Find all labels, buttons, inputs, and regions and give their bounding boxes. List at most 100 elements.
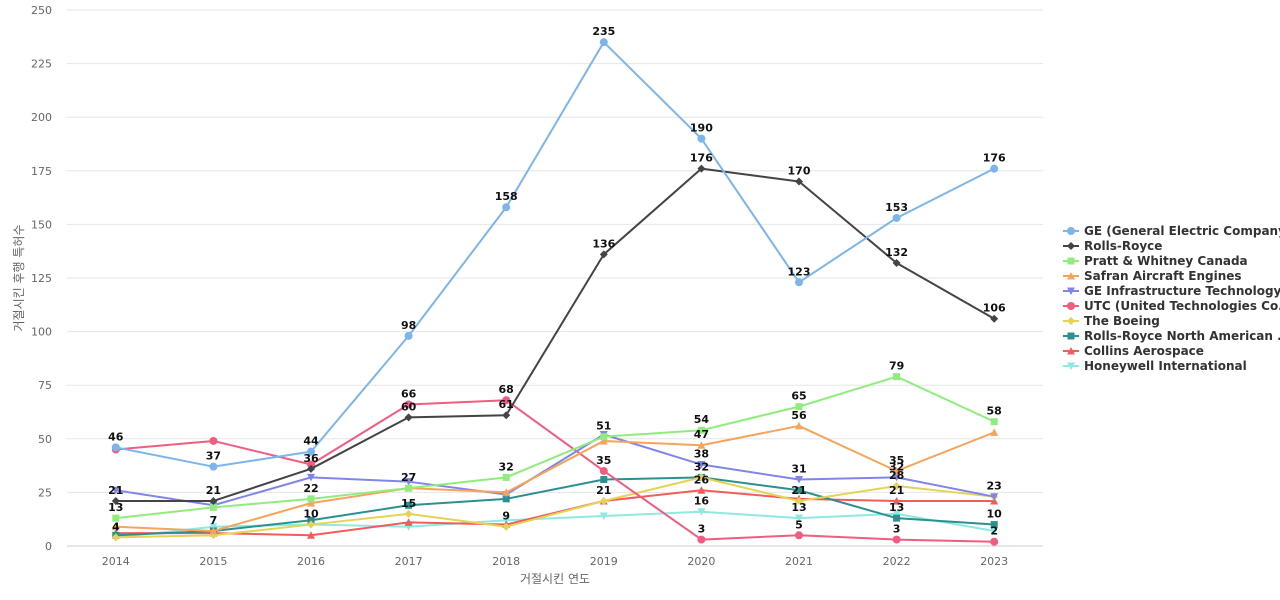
data-point xyxy=(404,400,413,409)
x-tick-label: 2018 xyxy=(492,555,520,568)
series-line xyxy=(115,424,995,532)
data-label: 9 xyxy=(502,510,510,523)
legend-label: GE (General Electric Company) xyxy=(1084,224,1280,238)
data-point xyxy=(599,466,608,475)
data-label: 21 xyxy=(889,484,904,497)
legend-item[interactable]: The Boeing xyxy=(1063,314,1160,328)
data-label: 65 xyxy=(791,390,806,403)
data-label: 46 xyxy=(108,430,124,443)
data-point xyxy=(697,441,706,449)
data-label: 153 xyxy=(885,201,908,214)
series-group xyxy=(111,38,999,546)
legend-marker xyxy=(1067,272,1075,280)
data-point xyxy=(502,488,511,496)
data-point xyxy=(209,523,218,531)
legend-marker xyxy=(1067,332,1075,340)
data-label: 60 xyxy=(401,400,417,413)
x-tick-label: 2023 xyxy=(980,555,1008,568)
data-point xyxy=(111,522,120,531)
data-label: 58 xyxy=(987,405,1002,418)
legend-marker xyxy=(1067,302,1075,310)
data-label: 2 xyxy=(990,525,998,538)
data-point xyxy=(892,466,901,475)
data-label: 13 xyxy=(791,501,806,514)
data-point xyxy=(795,476,803,484)
series-line xyxy=(115,476,995,537)
data-point xyxy=(404,331,413,340)
data-point xyxy=(307,464,315,473)
data-label: 3 xyxy=(698,523,706,536)
legend-label: Honeywell International xyxy=(1084,359,1247,373)
data-label: 136 xyxy=(592,237,615,250)
data-label: 56 xyxy=(791,409,807,422)
data-label: 36 xyxy=(303,452,319,465)
data-label: 22 xyxy=(303,482,318,495)
data-label: 98 xyxy=(401,319,416,332)
data-label: 21 xyxy=(206,484,221,497)
legend-marker xyxy=(1067,227,1075,235)
data-point xyxy=(599,496,608,505)
legend-item[interactable]: Safran Aircraft Engines xyxy=(1063,269,1242,283)
legend-marker xyxy=(1067,242,1075,250)
legend[interactable]: GE (General Electric Company)Rolls-Royce… xyxy=(1063,224,1280,373)
legend-item[interactable]: GE (General Electric Company) xyxy=(1063,224,1280,238)
data-point xyxy=(697,134,706,143)
data-point xyxy=(307,531,315,539)
data-label: 13 xyxy=(889,501,904,514)
data-point xyxy=(307,520,315,529)
data-point xyxy=(307,516,315,524)
legend-marker xyxy=(1067,347,1075,355)
data-label: 10 xyxy=(987,508,1003,521)
data-label: 79 xyxy=(889,360,904,373)
data-point xyxy=(111,486,120,495)
legend-item[interactable]: UTC (United Technologies Co... xyxy=(1063,299,1280,313)
data-point xyxy=(697,535,706,544)
legend-label: Collins Aerospace xyxy=(1084,344,1204,358)
data-label: 66 xyxy=(401,387,417,400)
data-point xyxy=(307,460,315,469)
legend-item[interactable]: Rolls-Royce North American ... xyxy=(1063,329,1280,343)
data-point xyxy=(795,514,803,523)
data-label: 31 xyxy=(791,463,806,476)
data-label: 35 xyxy=(596,454,611,467)
y-tick-label: 125 xyxy=(31,272,52,285)
data-label: 176 xyxy=(690,152,713,165)
data-point xyxy=(990,314,999,323)
data-point xyxy=(404,518,413,526)
x-axis-ticks: 2014 2015 2016 2017 2018 2019 2020 2021 2022 2023 xyxy=(102,555,1008,568)
data-label: 54 xyxy=(694,413,710,426)
data-label: 32 xyxy=(889,460,904,473)
y-tick-label: 175 xyxy=(31,165,52,178)
x-tick-label: 2017 xyxy=(395,555,423,568)
data-point xyxy=(599,38,608,47)
data-label: 44 xyxy=(303,435,319,448)
data-point xyxy=(795,403,803,411)
legend-item[interactable]: Pratt & Whitney Canada xyxy=(1063,254,1248,268)
legend-marker xyxy=(1067,287,1075,295)
series-4 xyxy=(111,431,999,510)
y-tick-label: 75 xyxy=(38,379,52,392)
data-label: 10 xyxy=(303,508,319,521)
legend-marker xyxy=(1067,362,1075,370)
data-point xyxy=(990,493,999,501)
data-label: 38 xyxy=(694,448,709,461)
data-point xyxy=(599,436,608,445)
data-point xyxy=(502,396,511,405)
y-tick-label: 150 xyxy=(31,218,52,231)
legend-item[interactable]: Honeywell International xyxy=(1063,359,1247,373)
data-point xyxy=(893,514,901,522)
data-label: 28 xyxy=(889,469,904,482)
legend-item[interactable]: Collins Aerospace xyxy=(1063,344,1204,358)
data-point xyxy=(404,478,413,486)
legend-item[interactable]: GE Infrastructure Technology xyxy=(1063,284,1280,298)
data-point xyxy=(405,484,413,492)
data-label: 27 xyxy=(401,471,416,484)
data-label: 32 xyxy=(694,460,709,473)
y-tick-label: 50 xyxy=(38,433,52,446)
data-label: 35 xyxy=(889,454,904,467)
data-label: 13 xyxy=(108,501,123,514)
legend-item[interactable]: Rolls-Royce xyxy=(1063,239,1162,253)
data-point xyxy=(990,527,999,535)
